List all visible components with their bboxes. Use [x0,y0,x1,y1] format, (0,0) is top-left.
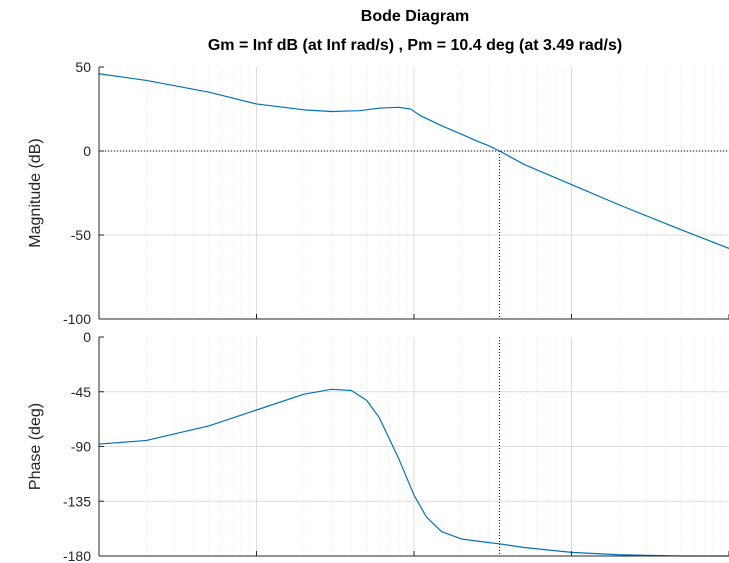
chart-subtitle: Gm = Inf dB (at Inf rad/s) , Pm = 10.4 d… [208,37,622,54]
phase-y-tick-label: -180 [63,548,91,563]
magnitude-y-tick-label: 50 [75,59,91,75]
phase-y-axis-label: Phase (deg) [27,403,44,490]
magnitude-y-tick-label: 0 [83,143,91,159]
phase-y-tick-label: -135 [63,493,91,509]
phase-series-line [98,388,729,557]
magnitude-y-tick-label: -50 [71,227,91,243]
magnitude-y-tick-label: -100 [63,311,91,327]
magnitude-series-line [98,73,729,249]
magnitude-panel: 50 0 -50 -100 Magnitude (dB) [27,59,729,327]
phase-y-tick-label: 0 [83,329,91,345]
phase-y-tick-label: -90 [71,439,91,455]
chart-title: Bode Diagram [361,8,469,25]
magnitude-y-axis-label: Magnitude (dB) [27,138,44,247]
phase-y-tick-label: -45 [71,384,91,400]
phase-panel: 0 -45 -90 -135 -180 Phase (deg) [27,329,729,563]
